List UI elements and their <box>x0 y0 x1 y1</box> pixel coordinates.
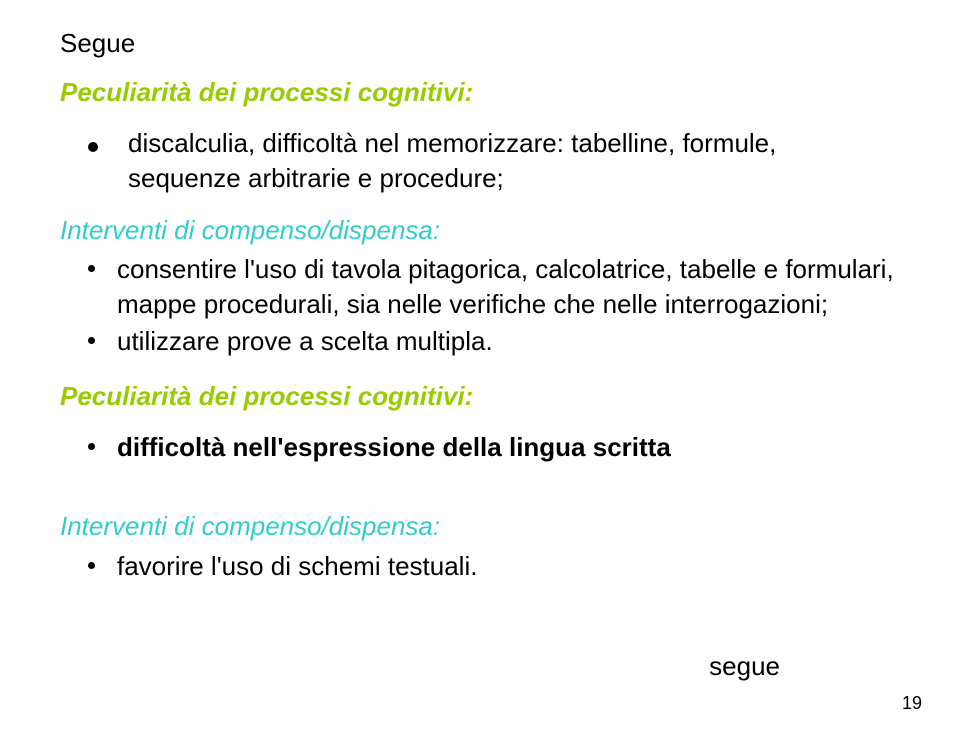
bullet-dot-icon <box>88 337 95 344</box>
section3-heading: Peculiarità dei processi cognitivi: <box>60 381 900 412</box>
section2-bullet-1-text: consentire l'uso di tavola pitagorica, c… <box>117 252 900 322</box>
section2-bullet-2: utilizzare prove a scelta multipla. <box>88 324 900 359</box>
section4-heading: Interventi di compenso/dispensa: <box>60 511 900 542</box>
segue-top-label: Segue <box>60 28 900 59</box>
section1-bullet-line2: sequenze arbitrarie e procedure; <box>128 161 900 196</box>
section2-bullet-2-text: utilizzare prove a scelta multipla. <box>117 324 493 359</box>
slide-page: Segue Peculiarità dei processi cognitivi… <box>0 0 960 730</box>
section3-bullet-text: difficoltà nell'espressione della lingua… <box>117 430 671 465</box>
segue-bottom-label: segue <box>709 651 780 682</box>
bullet-dot-icon <box>88 265 95 272</box>
section3-bullet: difficoltà nell'espressione della lingua… <box>88 430 900 465</box>
section2-bullet-1: consentire l'uso di tavola pitagorica, c… <box>88 252 900 322</box>
section1-heading: Peculiarità dei processi cognitivi: <box>60 77 900 108</box>
section1-bullet-line1: discalculia, difficoltà nel memorizzare:… <box>128 126 776 161</box>
section4-bullet: favorire l'uso di schemi testuali. <box>88 549 900 584</box>
section2-heading: Interventi di compenso/dispensa: <box>60 215 900 246</box>
section1-main-bullet: discalculia, difficoltà nel memorizzare:… <box>88 126 900 161</box>
page-number: 19 <box>902 693 922 714</box>
section4-bullet-text: favorire l'uso di schemi testuali. <box>117 549 477 584</box>
bullet-dot-icon <box>88 443 95 450</box>
bullet-dot-icon <box>88 142 98 152</box>
bullet-dot-icon <box>88 562 95 569</box>
